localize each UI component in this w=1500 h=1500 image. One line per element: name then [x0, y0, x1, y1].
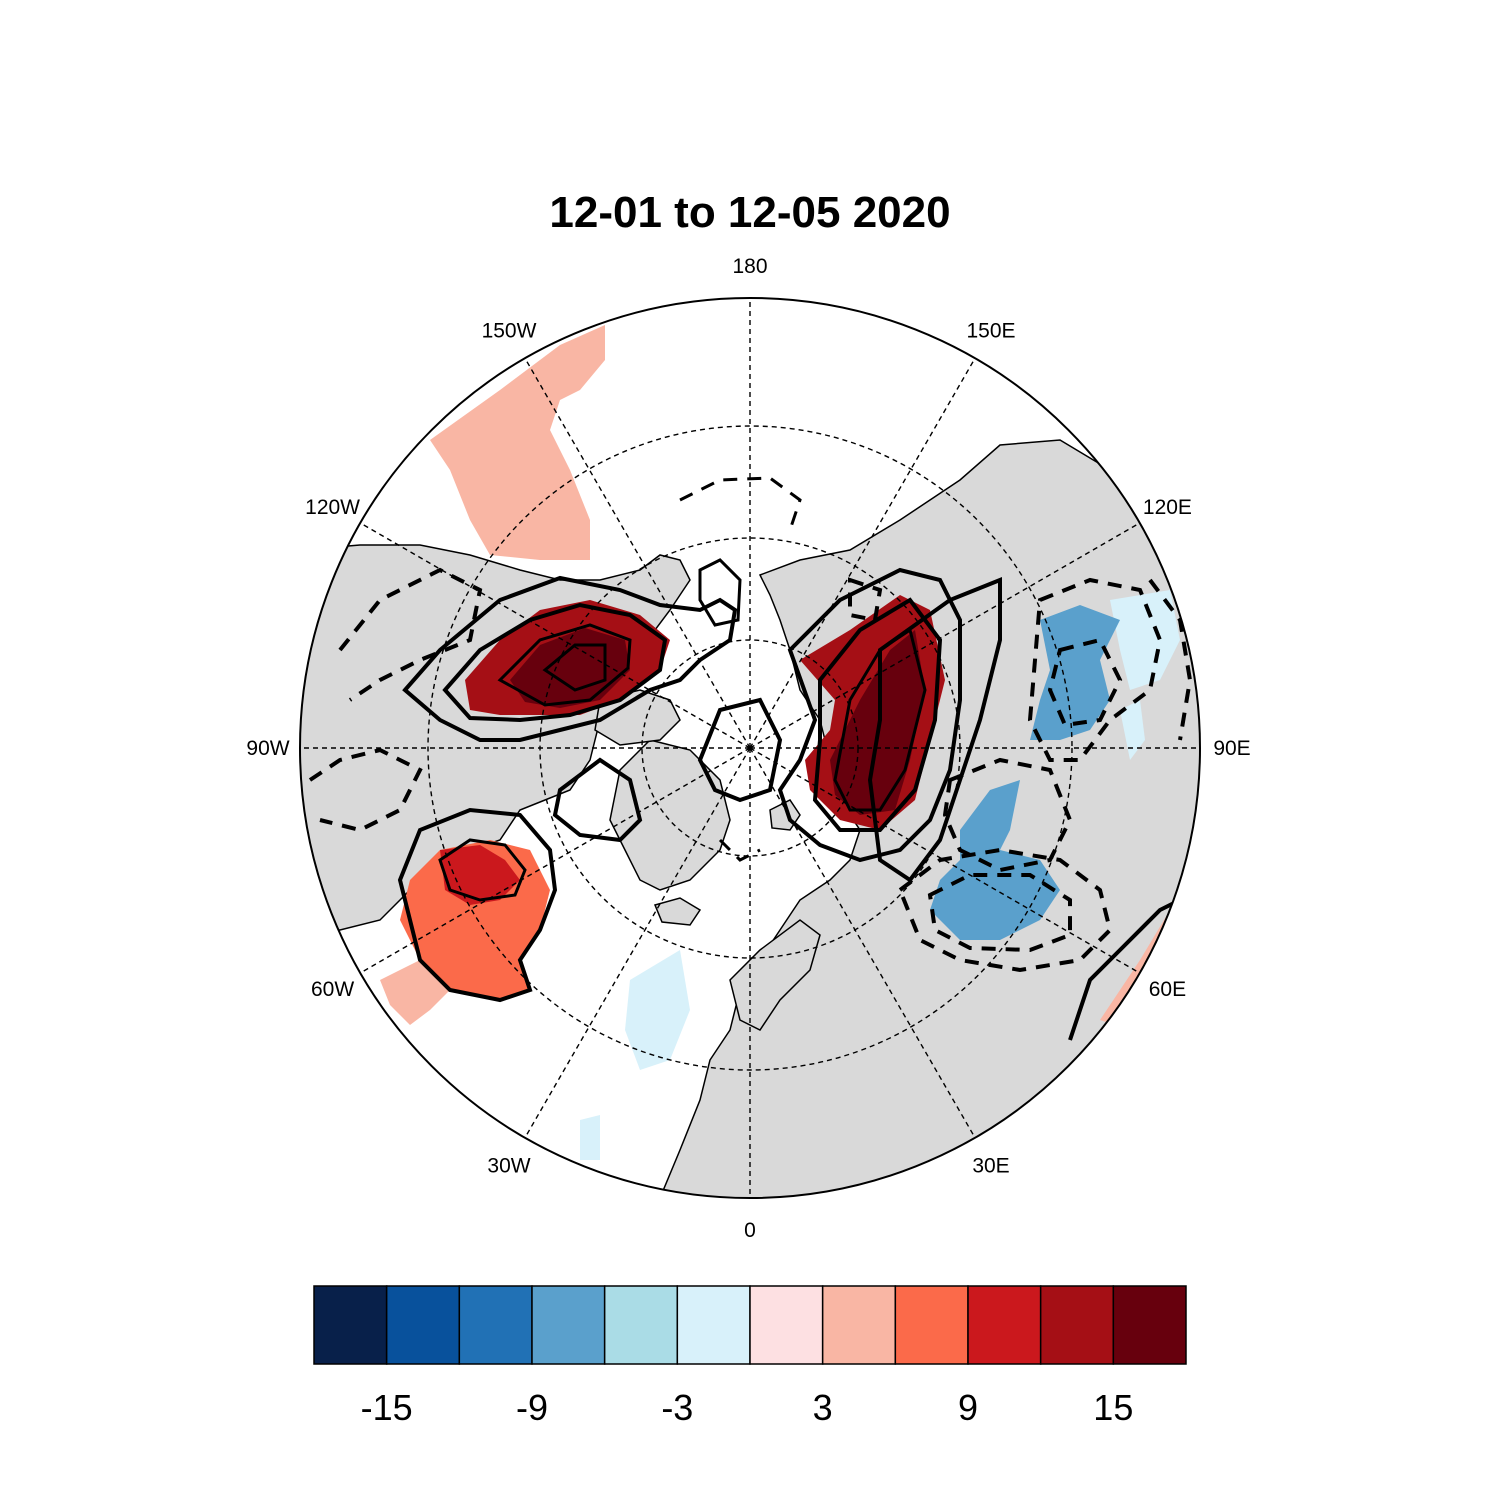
- colorbar-tick-label: -9: [516, 1387, 548, 1428]
- meridian-line: [359, 747, 751, 974]
- contour-line: [812, 597, 943, 832]
- map-boundary: [299, 297, 1201, 1199]
- colorbar-box: [749, 1285, 824, 1365]
- anomaly-region: [430, 325, 605, 560]
- longitude-label: 120E: [1143, 496, 1192, 519]
- colorbar-box: [967, 1285, 1042, 1365]
- contour-line-dashed: [897, 847, 1113, 973]
- anomaly-region: [440, 845, 520, 905]
- contour-line-dashed: [1148, 578, 1193, 741]
- longitude-label: 60E: [1149, 978, 1186, 1001]
- meridian-line: [524, 747, 751, 1139]
- longitude-label: 150W: [482, 320, 537, 343]
- meridian-line: [524, 357, 751, 749]
- longitude-label: 150E: [966, 320, 1015, 343]
- contour-line-dashed: [848, 577, 883, 623]
- contour-line-dashed: [338, 567, 483, 702]
- contour-lines: [308, 476, 1200, 1041]
- longitude-label: 120W: [305, 496, 360, 519]
- colorbar-tick-label: 3: [813, 1387, 833, 1428]
- colorbar-box: [1112, 1285, 1187, 1365]
- contour-line: [402, 575, 738, 742]
- contour-line: [777, 567, 962, 863]
- meridian-line: [749, 522, 1141, 749]
- contour-line-dashed: [942, 757, 1073, 873]
- colorbar-tick-label: -3: [661, 1387, 693, 1428]
- longitude-labels: 180 150E 120E 90E 60E 30E 0 30W 60W 90W 120W 150W: [246, 255, 1250, 1242]
- anomaly-region: [380, 960, 450, 1025]
- land-iceland: [653, 897, 702, 926]
- colorbar-box: [313, 1285, 388, 1365]
- colorbar-box: [531, 1285, 606, 1365]
- anomaly-region: [580, 1115, 600, 1160]
- anomaly-region: [830, 630, 925, 815]
- contour-line-dashed: [679, 476, 802, 531]
- land-scandinavia: [729, 919, 821, 1031]
- longitude-label: 30E: [972, 1154, 1009, 1177]
- colorbar-box: [385, 1285, 461, 1365]
- contour-line-dashed: [927, 873, 1072, 953]
- contour-line: [698, 558, 742, 627]
- meridian-line: [749, 357, 976, 749]
- meridian-line: [749, 747, 976, 1139]
- contour-line: [497, 623, 632, 707]
- contour-line: [397, 807, 558, 1003]
- colorbar-box: [676, 1285, 751, 1365]
- latitude-circle: [427, 425, 1073, 1071]
- contour-line: [438, 838, 527, 902]
- contour-line: [552, 757, 643, 843]
- map-title: 12-01 to 12-05 2020: [549, 188, 951, 237]
- colorbar-box: [894, 1285, 969, 1365]
- anomaly-region: [930, 780, 1060, 940]
- longitude-label: 60W: [311, 978, 354, 1001]
- colorbar-tick-label: -15: [361, 1387, 413, 1428]
- contour-line-dashed: [718, 838, 761, 862]
- contour-line-dashed: [1047, 637, 1123, 728]
- colorbar-boxes: [313, 1285, 1187, 1365]
- graticule: [300, 298, 1200, 1198]
- colorbar-tick-label: 9: [958, 1387, 978, 1428]
- colorbar-labels: -15 -9 -3 3 9 15: [361, 1387, 1134, 1428]
- longitude-label: 90E: [1213, 737, 1250, 760]
- colorbar-tick-label: 15: [1093, 1387, 1133, 1428]
- longitude-label: 180: [732, 255, 767, 278]
- anomaly-region: [510, 628, 630, 708]
- contour-line: [542, 643, 607, 692]
- colorbar-box: [603, 1285, 679, 1365]
- longitude-label: 90W: [246, 737, 289, 760]
- colorbar-box: [1039, 1285, 1115, 1365]
- colorbar-box: [821, 1285, 897, 1365]
- contour-line: [442, 602, 668, 723]
- longitude-label: 30W: [487, 1154, 530, 1177]
- longitude-label: 0: [744, 1219, 756, 1242]
- meridian-line: [749, 747, 1141, 974]
- meridian-line: [359, 522, 751, 749]
- contour-line-dashed: [308, 747, 423, 833]
- anomaly-region: [1110, 590, 1180, 690]
- anomaly-region: [625, 950, 690, 1070]
- anomaly-region: [1120, 700, 1145, 760]
- colorbar-box: [458, 1285, 533, 1365]
